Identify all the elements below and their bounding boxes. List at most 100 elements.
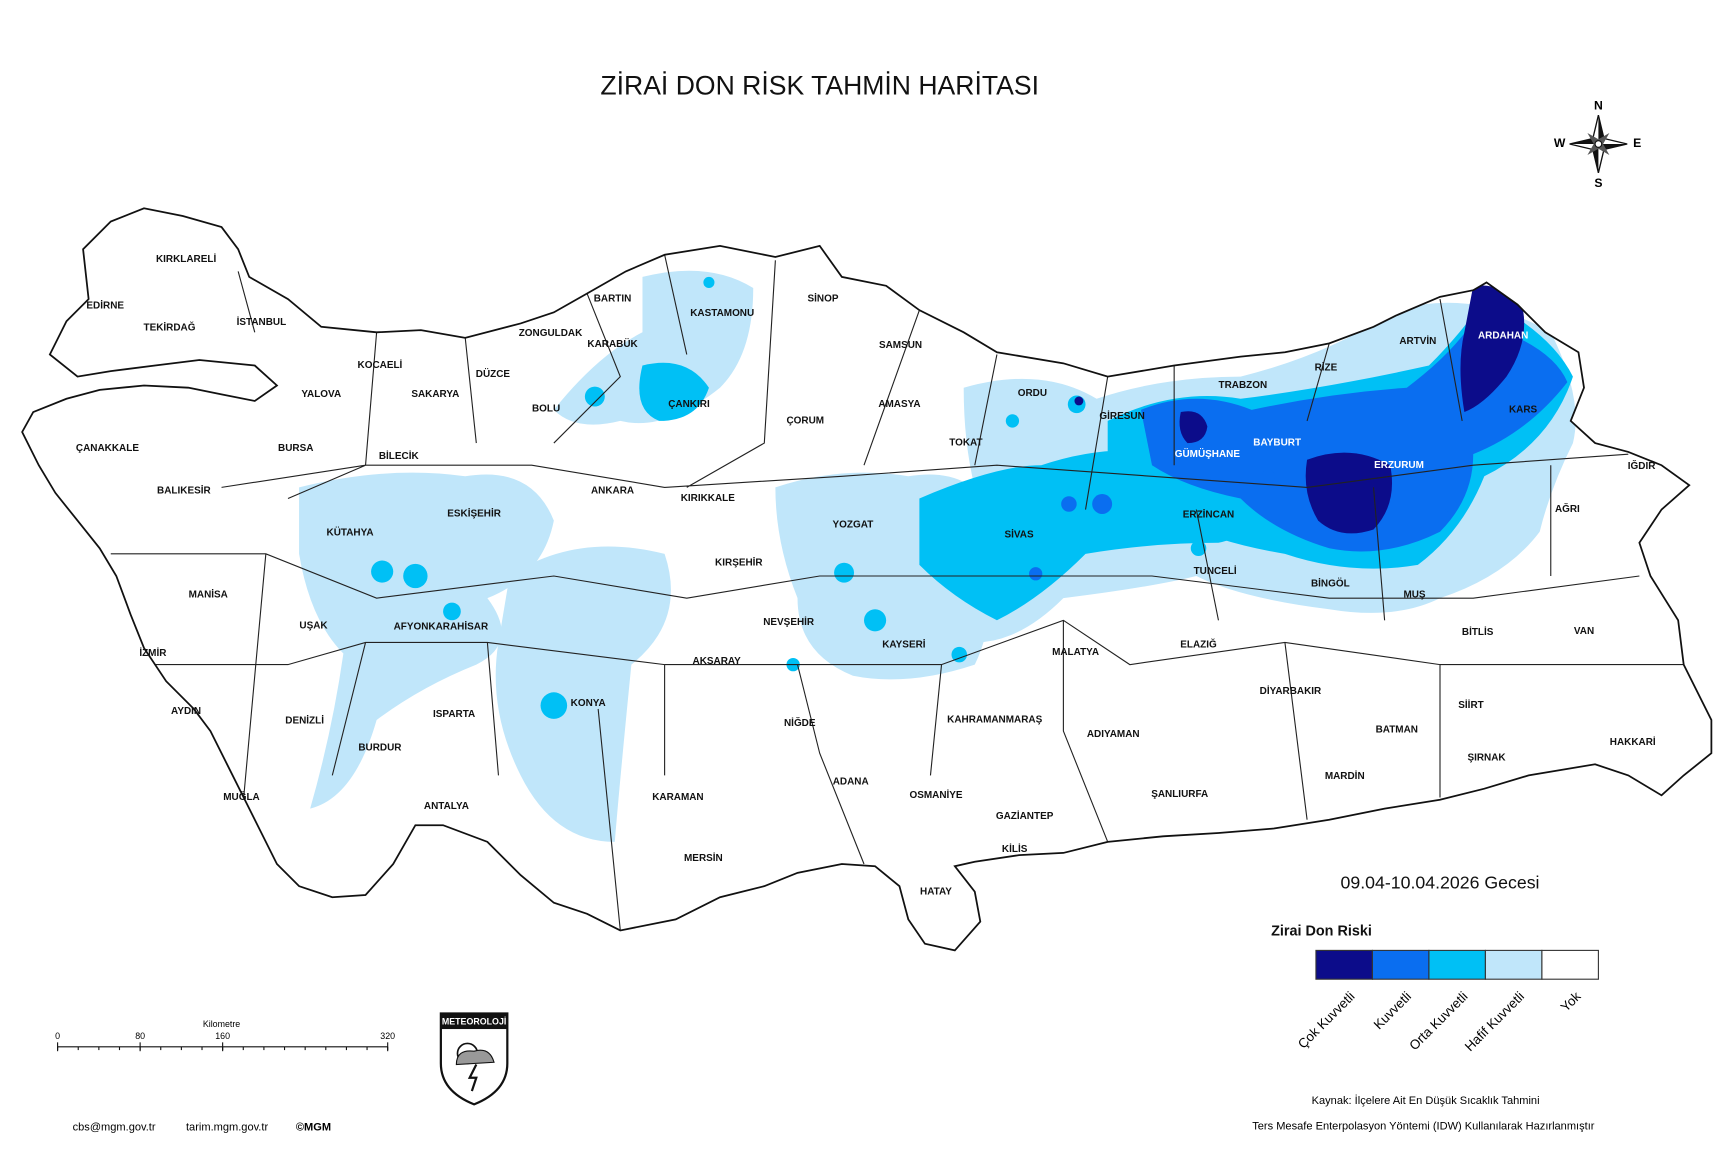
risk-spot: [403, 563, 428, 589]
scale-title: Kilometre: [203, 1019, 240, 1029]
date-label: 09.04-10.04.2026 Gecesi: [1341, 873, 1540, 893]
province-label: BURSA: [278, 443, 313, 454]
province-label: BARTIN: [594, 294, 632, 305]
scale-tick-label: 0: [55, 1031, 60, 1041]
province-label: ELAZIĞ: [1180, 638, 1217, 650]
province-label: ÇORUM: [786, 416, 824, 427]
province-label: ESKİŞEHİR: [447, 509, 501, 520]
legend-label: Hafif Kuvvetli: [1462, 989, 1527, 1054]
province-label: GÜMÜŞHANE: [1175, 449, 1241, 460]
risk-area: [1305, 452, 1393, 534]
contact: tarim.mgm.gov.tr: [186, 1122, 268, 1134]
compass-n: N: [1594, 99, 1603, 113]
province-label: İZMİR: [139, 648, 166, 659]
province-label: BALIKESİR: [157, 485, 211, 496]
province-label: HATAY: [920, 886, 952, 897]
province-label: SİNOP: [808, 294, 839, 305]
legend-swatch: [1371, 949, 1430, 980]
scale-tick-label: 80: [135, 1031, 145, 1041]
province-label: KARABÜK: [587, 339, 638, 350]
province-label: SİİRT: [1458, 700, 1483, 711]
province-label: ADANA: [833, 777, 869, 788]
province-label: BAYBURT: [1253, 438, 1301, 449]
province-label: DENİZLİ: [285, 716, 324, 727]
risk-area: [639, 362, 709, 421]
logo-text: METEOROLOJİ: [442, 1017, 506, 1027]
province-label: MALATYA: [1052, 647, 1099, 658]
compass-s: S: [1594, 176, 1602, 190]
risk-area: [495, 546, 671, 842]
province-label: BATMAN: [1376, 725, 1418, 736]
legend-title: Zirai Don Riski: [1271, 923, 1372, 939]
province-label: AYDIN: [171, 706, 201, 717]
province-label: MERSİN: [684, 853, 723, 864]
province-label: BİTLİS: [1462, 627, 1494, 638]
province-label: KAYSERİ: [882, 639, 926, 650]
province-label: İSTANBUL: [237, 317, 287, 328]
legend-swatch: [1484, 949, 1543, 980]
risk-spot: [371, 560, 394, 583]
province-label: BURDUR: [358, 742, 401, 753]
map-title: ZİRAİ DON RİSK TAHMİN HARİTASI: [600, 71, 1039, 101]
risk-spot: [834, 562, 855, 583]
province-label: YOZGAT: [833, 520, 874, 531]
province-label: UŞAK: [299, 620, 328, 631]
province-label: BİNGÖL: [1311, 578, 1350, 589]
province-label: RİZE: [1315, 362, 1338, 373]
province-label: KOCAELİ: [358, 360, 403, 371]
risk-spot: [1074, 396, 1084, 406]
risk-spot: [1029, 567, 1043, 581]
province-label: GİRESUN: [1099, 411, 1144, 422]
province-label: KONYA: [571, 698, 606, 709]
province-label: AĞRI: [1555, 503, 1580, 515]
legend-swatch: [1315, 949, 1373, 980]
province-label: NİĞDE: [784, 717, 816, 729]
province-label: EDİRNE: [86, 300, 124, 311]
country-outline: [21, 207, 1713, 952]
risk-spot: [1261, 469, 1275, 483]
province-label: TEKİRDAĞ: [143, 322, 195, 334]
province-label: AKSARAY: [693, 656, 742, 667]
province-label: MUŞ: [1403, 589, 1425, 600]
province-label: HAKKARİ: [1610, 737, 1656, 748]
risk-areas: [299, 270, 1576, 842]
risk-area: [299, 472, 554, 809]
risk-spot: [1005, 414, 1020, 428]
contact: cbs@mgm.gov.tr: [73, 1122, 156, 1134]
province-label: KİLİS: [1002, 844, 1028, 855]
province-labels: KIRKLARELİ EDİRNE TEKİRDAĞ İSTANBUL KOCAELİ Y…: [76, 254, 1656, 897]
province-label: BOLU: [532, 403, 560, 414]
legend-label: Çok Kuvvetli: [1295, 989, 1358, 1052]
province-label: MANİSA: [189, 589, 228, 600]
province-label: ERZİNCAN: [1183, 510, 1234, 521]
province-label: KARAMAN: [652, 792, 703, 803]
legend-swatch: [1428, 949, 1486, 980]
province-label: KÜTAHYA: [327, 527, 374, 538]
source-line: Kaynak: İlçelere Ait En Düşük Sıcaklık T…: [1312, 1094, 1540, 1107]
province-label: TOKAT: [949, 438, 982, 449]
province-label: ARTVİN: [1399, 336, 1436, 347]
province-label: SAMSUN: [879, 340, 922, 351]
province-label: GAZİANTEP: [996, 811, 1054, 822]
risk-spot: [1092, 494, 1113, 514]
compass: N E S W: [1554, 99, 1641, 191]
risk-spot: [1061, 496, 1077, 512]
risk-spot: [703, 276, 715, 288]
province-label: KIRKLARELİ: [156, 254, 217, 265]
province-label: ARDAHAN: [1478, 330, 1528, 341]
risk-spot: [951, 646, 968, 663]
province-label: TRABZON: [1219, 380, 1268, 391]
province-label: NEVŞEHİR: [763, 617, 814, 628]
province-label: OSMANİYE: [909, 790, 962, 801]
risk-area: [1460, 285, 1525, 413]
risk-spot: [584, 386, 605, 407]
province-label: DÜZCE: [476, 369, 511, 380]
legend-swatch: [1541, 949, 1599, 980]
province-label: AMASYA: [878, 399, 920, 410]
risk-spot: [1444, 499, 1458, 513]
province-label: ADIYAMAN: [1087, 729, 1140, 740]
province-label: SAKARYA: [411, 389, 459, 400]
scale-tick-label: 160: [215, 1031, 230, 1041]
province-label: MARDİN: [1325, 771, 1365, 782]
